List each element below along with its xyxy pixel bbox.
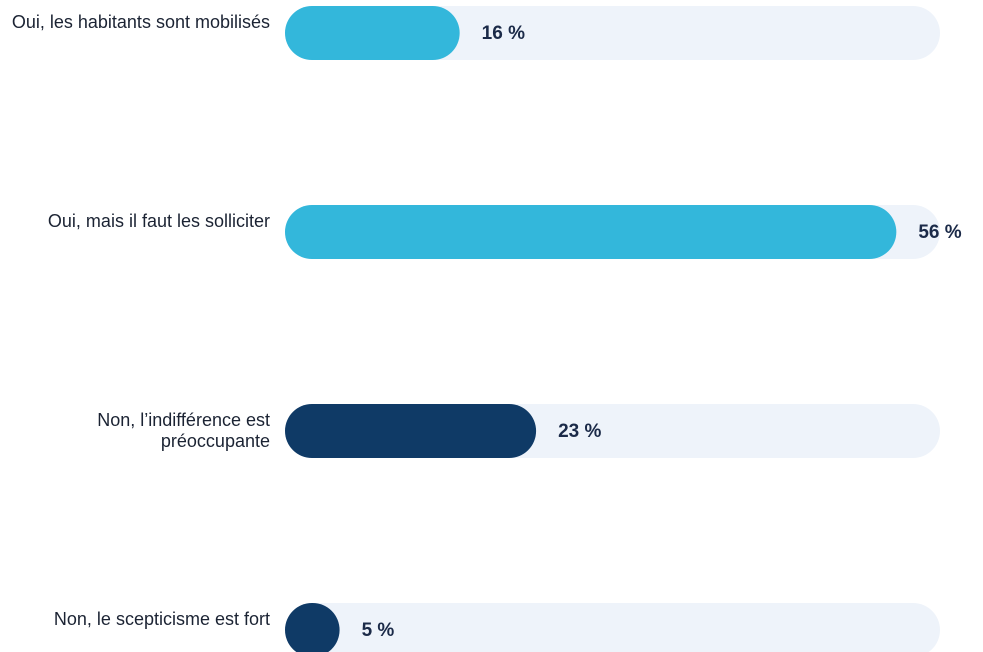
value-label: 16 % bbox=[482, 23, 525, 44]
value-label: 5 % bbox=[362, 620, 395, 641]
bar-track bbox=[285, 603, 940, 652]
category-label: Oui, mais il faut les solliciter bbox=[47, 211, 270, 231]
value-label: 23 % bbox=[558, 421, 601, 442]
bar bbox=[285, 603, 340, 652]
category-label: Non, l’indifférence est préoccupante bbox=[97, 410, 270, 451]
bar bbox=[285, 6, 460, 60]
value-label: 56 % bbox=[918, 222, 961, 243]
category-label: Oui, les habitants sont mobilisés bbox=[11, 12, 270, 32]
bar bbox=[285, 404, 537, 458]
category-label: Non, le scepticisme est fort bbox=[53, 609, 270, 629]
bar bbox=[285, 205, 897, 259]
